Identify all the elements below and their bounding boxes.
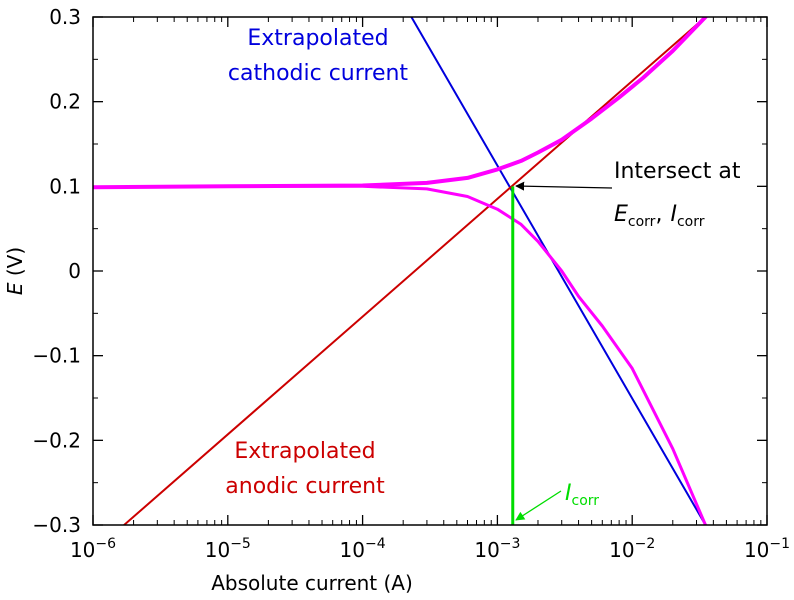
y-tick-label: 0.3 [49,5,81,29]
y-axis-label: E (V) [3,247,27,295]
anodic-annotation-line2: anodic current [225,474,385,499]
measured-upper-line [93,17,708,190]
intersect-arrow [515,181,613,191]
intersect-annotation-line1: Intersect at [614,159,741,184]
y-axis-label-unit: (V) [3,247,27,283]
x-tick-label: 10−2 [609,536,655,562]
y-axis-label-symbol: E [3,282,27,295]
cathodic-tafel-line [410,17,707,525]
plot-frame [92,16,768,526]
x-tick-label: 10−3 [474,536,520,562]
measured-lower-line [93,184,707,525]
y-tick-label: 0.1 [49,174,81,198]
plot-curves [93,17,708,525]
anodic-tafel-line [123,17,707,525]
y-tick-label: −0.2 [32,428,81,452]
x-tick-label: 10−5 [205,536,251,562]
x-tick-label: 10−4 [340,536,386,562]
y-tick-label: 0 [68,259,81,283]
anodic-annotation-line1: Extrapolated [234,439,375,464]
icorr-annotation: Icorr [565,481,599,509]
icorr-arrow [515,490,562,521]
x-tick-labels: 10−6 10−5 10−4 10−3 10−2 10−1 [70,536,790,562]
y-tick-label: −0.1 [32,344,81,368]
x-axis-label: Absolute current (A) [211,571,413,595]
axis-ticks [92,16,768,526]
y-tick-labels: 0.3 0.2 0.1 0 −0.1 −0.2 −0.3 [32,5,81,537]
cathodic-annotation-line2: cathodic current [228,61,409,86]
x-tick-label: 10−1 [744,536,790,562]
x-tick-label: 10−6 [70,536,116,562]
y-tick-label: −0.3 [32,513,81,537]
y-tick-label: 0.2 [49,90,81,114]
cathodic-annotation-line1: Extrapolated [247,26,388,51]
intersect-annotation-line2: Ecorr, Icorr [614,202,705,230]
